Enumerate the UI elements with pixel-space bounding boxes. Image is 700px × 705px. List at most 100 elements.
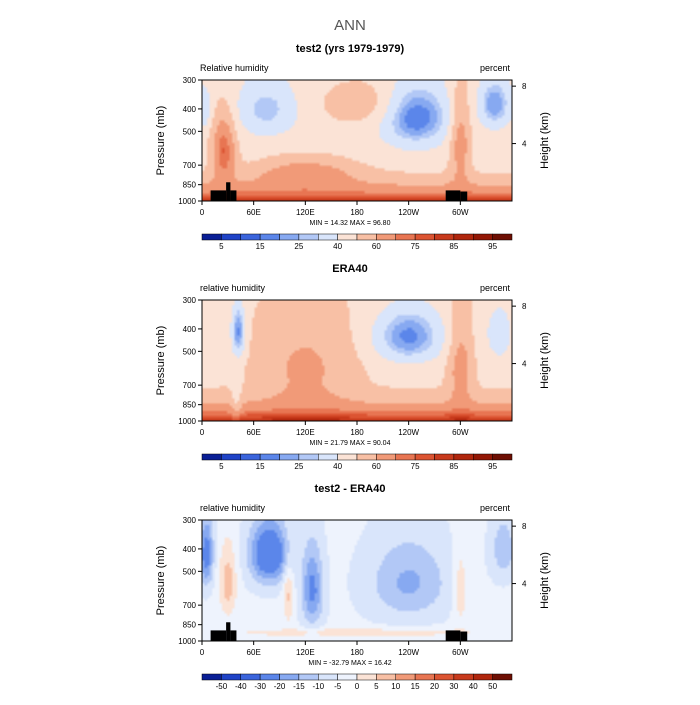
colorbar-label: 60: [372, 462, 381, 471]
units-label: percent: [480, 283, 511, 293]
x-tick-label: 120W: [398, 428, 419, 437]
colorbar-label: 50: [488, 682, 497, 691]
panel-title: test2 - ERA40: [315, 483, 386, 495]
colorbar-swatch: [376, 673, 396, 681]
colorbar-label: 40: [333, 242, 342, 251]
y-tick-label: 500: [183, 127, 197, 136]
min-max-readout: MIN = 14.32 MAX = 96.80: [310, 220, 391, 227]
min-max-readout: MIN = -32.79 MAX = 16.42: [308, 660, 391, 667]
panel-title: ERA40: [332, 263, 367, 275]
colorbar-swatch: [201, 673, 222, 681]
colorbar-swatch: [492, 233, 513, 241]
colorbar-swatch: [473, 233, 493, 241]
colorbar-swatch: [279, 453, 300, 461]
colorbar-swatch: [414, 233, 435, 241]
y-tick-label: 850: [183, 621, 197, 630]
colorbar-label: 15: [256, 242, 265, 251]
colorbar-label: 75: [411, 242, 420, 251]
colorbar-swatch: [337, 233, 358, 241]
colorbar-swatch: [473, 673, 493, 681]
colorbar-label: -50: [216, 682, 228, 691]
colorbar-swatch: [376, 233, 396, 241]
colorbar-label: 10: [391, 682, 400, 691]
colorbar-swatch: [298, 453, 319, 461]
colorbar-swatch: [434, 453, 455, 461]
colorbar-label: -40: [235, 682, 247, 691]
colorbar-swatch: [434, 233, 455, 241]
x-tick-label: 60W: [452, 208, 469, 217]
colorbar-label: 15: [411, 682, 420, 691]
colorbar-swatch: [414, 673, 435, 681]
topography-mask: [460, 191, 468, 201]
colorbar-label: 25: [294, 462, 303, 471]
colorbar-swatch: [201, 453, 222, 461]
colorbar-swatch: [259, 673, 280, 681]
colorbar-label: 75: [411, 462, 420, 471]
colorbar-label: -5: [334, 682, 342, 691]
colorbar-swatch: [356, 233, 377, 241]
colorbar-swatch: [201, 233, 222, 241]
x-tick-label: 60W: [452, 648, 469, 657]
colorbar-label: 15: [256, 462, 265, 471]
colorbar-label: -20: [274, 682, 286, 691]
colorbar-label: 5: [219, 462, 224, 471]
right-tick-label: 8: [522, 82, 527, 91]
colorbar-swatch: [259, 453, 280, 461]
topography-mask: [460, 631, 468, 641]
y-tick-label: 700: [183, 381, 197, 390]
units-label: percent: [480, 63, 511, 73]
right-axis-title: Height (km): [539, 552, 551, 609]
right-axis-title: Height (km): [539, 112, 551, 169]
colorbar-swatch: [395, 673, 416, 681]
colorbar-swatch: [240, 233, 261, 241]
x-tick-label: 180: [350, 648, 364, 657]
x-tick-label: 120E: [296, 208, 315, 217]
x-tick-label: 180: [350, 428, 364, 437]
colorbar-swatch: [318, 233, 338, 241]
colorbar-swatch: [221, 453, 241, 461]
units-label: percent: [480, 503, 511, 513]
y-axis-title: Pressure (mb): [155, 106, 167, 176]
y-tick-label: 300: [183, 516, 197, 525]
topography-mask: [445, 190, 461, 201]
colorbar-swatch: [221, 233, 241, 241]
right-tick-label: 8: [522, 302, 527, 311]
colorbar-label: -15: [293, 682, 305, 691]
y-axis-title: Pressure (mb): [155, 326, 167, 396]
topography-mask: [210, 630, 227, 641]
topography-mask: [226, 182, 231, 201]
colorbar-swatch: [453, 453, 474, 461]
x-tick-label: 60E: [247, 648, 261, 657]
colorbar-swatch: [279, 233, 300, 241]
panel-title: test2 (yrs 1979-1979): [296, 43, 405, 55]
heatmap-field: [202, 520, 512, 641]
y-tick-label: 500: [183, 567, 197, 576]
colorbar-swatch: [240, 673, 261, 681]
y-tick-label: 300: [183, 76, 197, 85]
x-tick-label: 180: [350, 208, 364, 217]
colorbar-label: 40: [469, 682, 478, 691]
colorbar-swatch: [259, 233, 280, 241]
y-axis-title: Pressure (mb): [155, 546, 167, 616]
colorbar-label: 85: [449, 242, 458, 251]
y-tick-label: 1000: [178, 197, 196, 206]
colorbar-label: 5: [374, 682, 379, 691]
colorbar-swatch: [318, 673, 338, 681]
x-tick-label: 120E: [296, 648, 315, 657]
colorbar-swatch: [318, 453, 338, 461]
x-tick-label: 120E: [296, 428, 315, 437]
colorbar-label: 25: [294, 242, 303, 251]
y-tick-label: 1000: [178, 637, 196, 646]
colorbar-swatch: [492, 673, 513, 681]
topography-mask: [445, 630, 461, 641]
colorbar-swatch: [298, 673, 319, 681]
colorbar-swatch: [434, 673, 455, 681]
y-tick-label: 700: [183, 161, 197, 170]
y-tick-label: 850: [183, 181, 197, 190]
y-tick-label: 850: [183, 401, 197, 410]
topography-mask: [230, 190, 237, 201]
colorbar-swatch: [395, 453, 416, 461]
right-tick-label: 4: [522, 140, 527, 149]
y-tick-label: 400: [183, 545, 197, 554]
topography-mask: [210, 190, 227, 201]
